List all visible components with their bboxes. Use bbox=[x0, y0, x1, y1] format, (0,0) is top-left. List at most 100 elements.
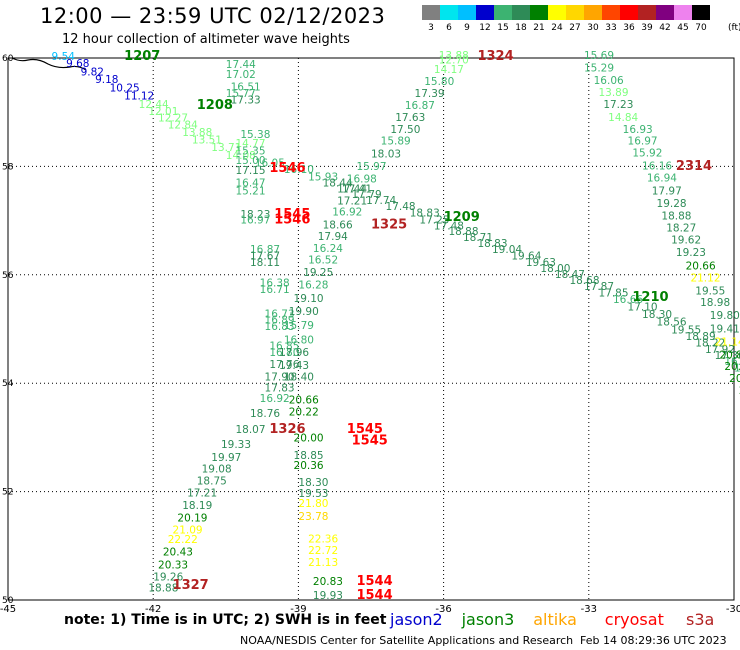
wave-height-value: 18.75 bbox=[197, 476, 227, 488]
wave-height-value: 15.21 bbox=[235, 186, 265, 198]
wave-height-value: 17.10 bbox=[628, 302, 658, 314]
wave-height-value: 18.47 bbox=[555, 269, 585, 281]
scale-swatch bbox=[674, 5, 692, 20]
wave-height-value: 16.16 bbox=[642, 161, 672, 173]
wave-height-value: 11.12 bbox=[124, 91, 154, 103]
wave-height-value: 18.11 bbox=[250, 257, 280, 269]
wave-height-value: 16.87 bbox=[250, 244, 280, 256]
wave-height-value: 18.89 bbox=[686, 331, 716, 343]
wave-height-value: 15.97 bbox=[356, 161, 386, 173]
scale-swatch bbox=[620, 5, 638, 20]
pass-time-label: 1544 bbox=[356, 574, 392, 589]
pass-time-label: 1327 bbox=[173, 578, 209, 593]
wave-height-value: 16.92 bbox=[332, 207, 362, 219]
page-title: 12:00 — 23:59 UTC 02/12/2023 bbox=[40, 4, 386, 28]
wave-height-value: 9.54 bbox=[52, 51, 76, 63]
latitude-tick-label: 54 bbox=[2, 379, 14, 389]
wave-height-value: 16.73 bbox=[265, 309, 295, 321]
wave-height-value: 19.23 bbox=[676, 247, 706, 259]
wave-height-value: 20.19 bbox=[177, 512, 207, 524]
pass-time-label: 1209 bbox=[444, 210, 480, 225]
wave-height-value: 20.66 bbox=[289, 394, 319, 406]
legend-entry: altika bbox=[533, 610, 577, 629]
wave-height-value: 15.00 bbox=[235, 155, 265, 167]
wave-height-value: 20.36 bbox=[294, 460, 324, 472]
scale-label: 12 bbox=[479, 23, 491, 33]
wave-height-value: 14.08 bbox=[226, 150, 256, 162]
footnote: note: 1) Time is in UTC; 2) SWH is in fe… bbox=[64, 612, 387, 628]
longitude-tick-label: -45 bbox=[0, 604, 16, 615]
scale-label: 42 bbox=[659, 23, 671, 33]
wave-height-value: 18.27 bbox=[666, 222, 696, 234]
wave-height-value: 16.51 bbox=[231, 82, 261, 94]
scale-swatch bbox=[548, 5, 566, 20]
wave-height-value: 18.85 bbox=[294, 450, 324, 462]
wave-height-value: 9.68 bbox=[66, 58, 89, 70]
wave-height-value: 16.83 bbox=[265, 321, 295, 333]
wave-height-value: 20.66 bbox=[686, 260, 716, 272]
wave-height-value: 15.92 bbox=[632, 148, 662, 160]
page-subtitle: 12 hour collection of altimeter wave hei… bbox=[62, 32, 350, 47]
pass-time-label: 1545 bbox=[347, 422, 383, 437]
wave-height-value: 16.06 bbox=[594, 75, 624, 87]
wave-height-value: 16.87 bbox=[405, 100, 435, 112]
wave-height-value: 20.3 bbox=[739, 385, 740, 397]
pass-time-label: 1544 bbox=[356, 588, 392, 603]
wave-height-value: 17.50 bbox=[390, 124, 420, 136]
wave-height-value: 15.35 bbox=[235, 145, 265, 157]
scale-swatch bbox=[656, 5, 674, 20]
wave-height-value: 16.66 bbox=[613, 294, 643, 306]
coastline bbox=[11, 57, 87, 71]
scale-label: 18 bbox=[515, 23, 527, 33]
latitude-tick-label: 56 bbox=[2, 271, 14, 281]
wave-height-value: 20.88 bbox=[719, 349, 740, 361]
scale-swatch bbox=[422, 5, 440, 20]
scale-swatch bbox=[512, 5, 530, 20]
wave-height-value: 17.90 bbox=[265, 371, 295, 383]
wave-height-value: 15.80 bbox=[424, 76, 454, 88]
wave-height-value: 14.17 bbox=[434, 64, 464, 76]
wave-height-value: 18.71 bbox=[463, 232, 493, 244]
wave-height-value: 18.30 bbox=[298, 477, 328, 489]
credit-line: NOAA/NESDIS Center for Satellite Applica… bbox=[240, 634, 574, 647]
wave-height-value: 17.83 bbox=[265, 382, 295, 394]
map-frame bbox=[7, 57, 735, 601]
legend-entry: cryosat bbox=[604, 610, 664, 629]
wave-height-value: 17.63 bbox=[395, 112, 425, 124]
longitude-tick-label: -30 bbox=[726, 604, 740, 615]
longitude-tick-label: -39 bbox=[290, 604, 306, 615]
wave-height-value: 17.44 bbox=[226, 59, 256, 71]
wave-height-value: 16.93 bbox=[623, 124, 653, 136]
wave-height-value: 16.94 bbox=[647, 173, 677, 185]
wave-height-value: 19.10 bbox=[294, 293, 324, 305]
wave-height-value: 16.38 bbox=[260, 278, 290, 290]
wave-height-value: 19.80 bbox=[710, 310, 740, 322]
wave-height-value: 17.15 bbox=[235, 165, 265, 177]
wave-height-value: 17.76 bbox=[269, 359, 299, 371]
wave-height-value: 18.88 bbox=[448, 226, 478, 238]
wave-height-value: 16.47 bbox=[734, 362, 740, 374]
legend-entry: jason3 bbox=[461, 610, 515, 629]
wave-height-value: 10.25 bbox=[110, 83, 140, 95]
wave-height-value: 19.25 bbox=[303, 267, 333, 279]
wave-height-value: 17.67 bbox=[250, 251, 280, 263]
scale-label: 9 bbox=[464, 23, 470, 33]
wave-height-value: 18.56 bbox=[657, 317, 687, 329]
scale-label: 21 bbox=[533, 23, 545, 33]
wave-height-value: 19.55 bbox=[671, 324, 701, 336]
wave-height-value: 12.27 bbox=[158, 112, 188, 124]
wave-height-value: 19.28 bbox=[657, 198, 687, 210]
wave-height-value: 9.18 bbox=[95, 74, 118, 86]
wave-height-value: 18.22 bbox=[695, 337, 725, 349]
wave-height-value: 19.93 bbox=[313, 590, 343, 602]
scale-swatch bbox=[602, 5, 620, 20]
pass-time-label: 1546 bbox=[274, 212, 310, 227]
wave-height-value: 16.71 bbox=[260, 284, 290, 296]
wave-height-value: 18.88 bbox=[661, 211, 691, 223]
wave-height-value: 19.41 bbox=[710, 323, 740, 335]
longitude-tick-label: -33 bbox=[581, 604, 597, 615]
wave-height-value: 18.23 bbox=[240, 209, 270, 221]
wave-height-value: 19.55 bbox=[695, 285, 725, 297]
wave-height-value: 20.43 bbox=[163, 547, 193, 559]
